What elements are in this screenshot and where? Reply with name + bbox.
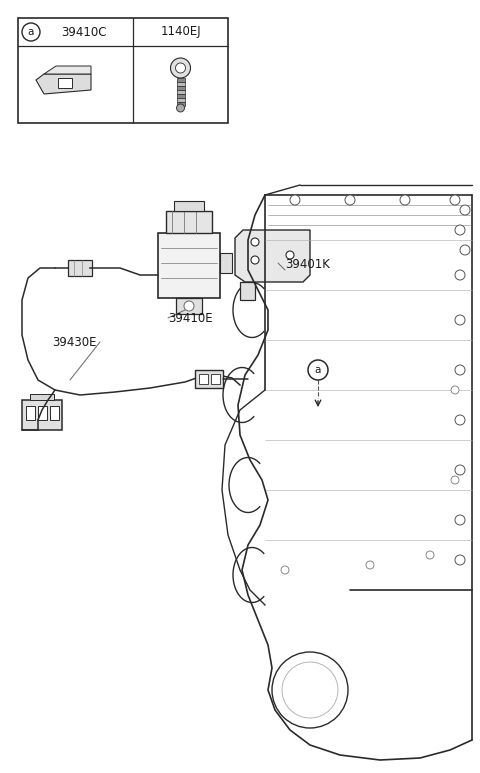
Circle shape bbox=[366, 561, 374, 569]
Circle shape bbox=[251, 238, 259, 246]
Bar bbox=[177, 78, 184, 82]
Circle shape bbox=[286, 251, 294, 259]
Circle shape bbox=[400, 195, 410, 205]
Bar bbox=[18, 18, 228, 123]
Circle shape bbox=[460, 205, 470, 215]
Bar bbox=[199, 374, 208, 384]
Bar bbox=[177, 86, 184, 90]
Bar bbox=[220, 253, 232, 273]
Bar bbox=[158, 233, 220, 298]
Circle shape bbox=[455, 465, 465, 475]
Bar bbox=[166, 211, 212, 233]
Text: 1140EJ: 1140EJ bbox=[160, 26, 201, 39]
Polygon shape bbox=[36, 74, 91, 94]
Polygon shape bbox=[235, 230, 310, 282]
Circle shape bbox=[455, 315, 465, 325]
Text: 39430E: 39430E bbox=[52, 335, 96, 349]
Text: 39410E: 39410E bbox=[168, 312, 213, 325]
Bar bbox=[174, 201, 204, 211]
Circle shape bbox=[451, 386, 459, 394]
Polygon shape bbox=[44, 66, 91, 74]
Circle shape bbox=[170, 58, 191, 78]
Bar bbox=[26, 406, 35, 420]
Circle shape bbox=[22, 23, 40, 41]
Circle shape bbox=[455, 225, 465, 235]
Circle shape bbox=[455, 365, 465, 375]
Circle shape bbox=[177, 104, 184, 112]
Circle shape bbox=[460, 245, 470, 255]
Bar bbox=[177, 102, 184, 106]
Circle shape bbox=[281, 566, 289, 574]
Circle shape bbox=[184, 301, 194, 311]
Circle shape bbox=[450, 195, 460, 205]
Circle shape bbox=[251, 256, 259, 264]
Bar bbox=[50, 406, 59, 420]
Bar bbox=[38, 406, 47, 420]
Circle shape bbox=[308, 360, 328, 380]
Circle shape bbox=[455, 555, 465, 565]
Bar bbox=[177, 90, 184, 94]
Text: a: a bbox=[28, 27, 34, 37]
Circle shape bbox=[455, 515, 465, 525]
Bar bbox=[68, 260, 92, 276]
Circle shape bbox=[290, 195, 300, 205]
Bar bbox=[211, 374, 220, 384]
Polygon shape bbox=[240, 282, 255, 300]
Circle shape bbox=[455, 270, 465, 280]
Bar bbox=[176, 298, 202, 314]
Circle shape bbox=[176, 63, 185, 73]
Circle shape bbox=[345, 195, 355, 205]
Circle shape bbox=[426, 551, 434, 559]
Bar bbox=[177, 98, 184, 102]
Bar bbox=[177, 82, 184, 86]
Text: 39401K: 39401K bbox=[285, 258, 330, 271]
Bar bbox=[195, 370, 223, 388]
Bar bbox=[58, 78, 72, 88]
Bar bbox=[177, 94, 184, 98]
Circle shape bbox=[451, 476, 459, 484]
Bar bbox=[22, 400, 62, 430]
Text: a: a bbox=[315, 365, 321, 375]
Text: 39410C: 39410C bbox=[61, 26, 106, 39]
Circle shape bbox=[455, 415, 465, 425]
Bar bbox=[30, 394, 54, 400]
